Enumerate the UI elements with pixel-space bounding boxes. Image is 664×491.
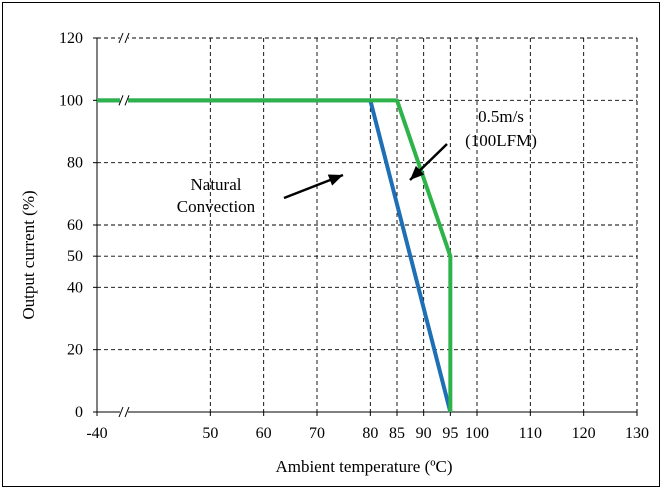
axis-break-gap [120,35,128,41]
y-tick-label: 40 [67,279,83,296]
x-tick-label: 50 [202,425,218,442]
y-tick-label: 80 [67,155,83,172]
x-axis-title: Ambient temperature (ºC) [275,457,452,476]
arrow-05ms-100lfm-head [410,165,425,180]
x-tick-label: 60 [256,425,272,442]
annotation-line: (100LFM) [465,131,537,150]
y-tick-label: 100 [59,92,83,109]
axis-break-mark [118,32,124,44]
series-break-gap [120,96,128,105]
y-tick-label: 120 [59,30,83,47]
series-lines [97,95,453,413]
chart-frame [2,2,660,487]
arrow-natural-convection-head [327,174,343,186]
annotation-line: 0.5m/s [478,107,524,126]
x-tick-label: 100 [465,425,489,442]
x-tick-label: 95 [442,425,458,442]
series-break-mark [118,95,124,106]
series-line-05ms-100lfm [97,98,453,412]
series-break-mark [124,95,130,106]
grid-lines [97,37,638,412]
x-tick-label: -40 [86,425,107,442]
y-tick-label: 0 [75,404,83,421]
x-tick-label: 120 [572,425,596,442]
axis-break-mark [118,406,124,418]
x-tick-label: 90 [416,425,432,442]
annotations: Natural Convection 0.5m/s (100LFM) [177,107,537,216]
axis-break-mark [124,406,130,418]
y-axis-title: Output current (%) [19,190,38,319]
annotation-line: Natural [191,175,242,194]
annotation-natural-convection: Natural Convection [177,175,256,216]
y-tick-label: 20 [67,342,83,359]
x-tick-label: 110 [519,425,542,442]
annotation-line: Convection [177,197,256,216]
axis-break-gap [120,409,128,415]
x-tick-label: 70 [309,425,325,442]
tick-labels: -40 50 60 70 80 85 90 95 100 110 120 130 0 20 40 50 60 80… [59,30,649,442]
y-tick-label: 50 [67,248,83,265]
x-tick-label: 80 [362,425,378,442]
axis-break-mark [124,32,130,44]
x-tick-label: 85 [389,425,405,442]
annotation-05ms-100lfm: 0.5m/s (100LFM) [465,107,537,150]
y-tick-label: 60 [67,217,83,234]
x-tick-label: 130 [625,425,649,442]
